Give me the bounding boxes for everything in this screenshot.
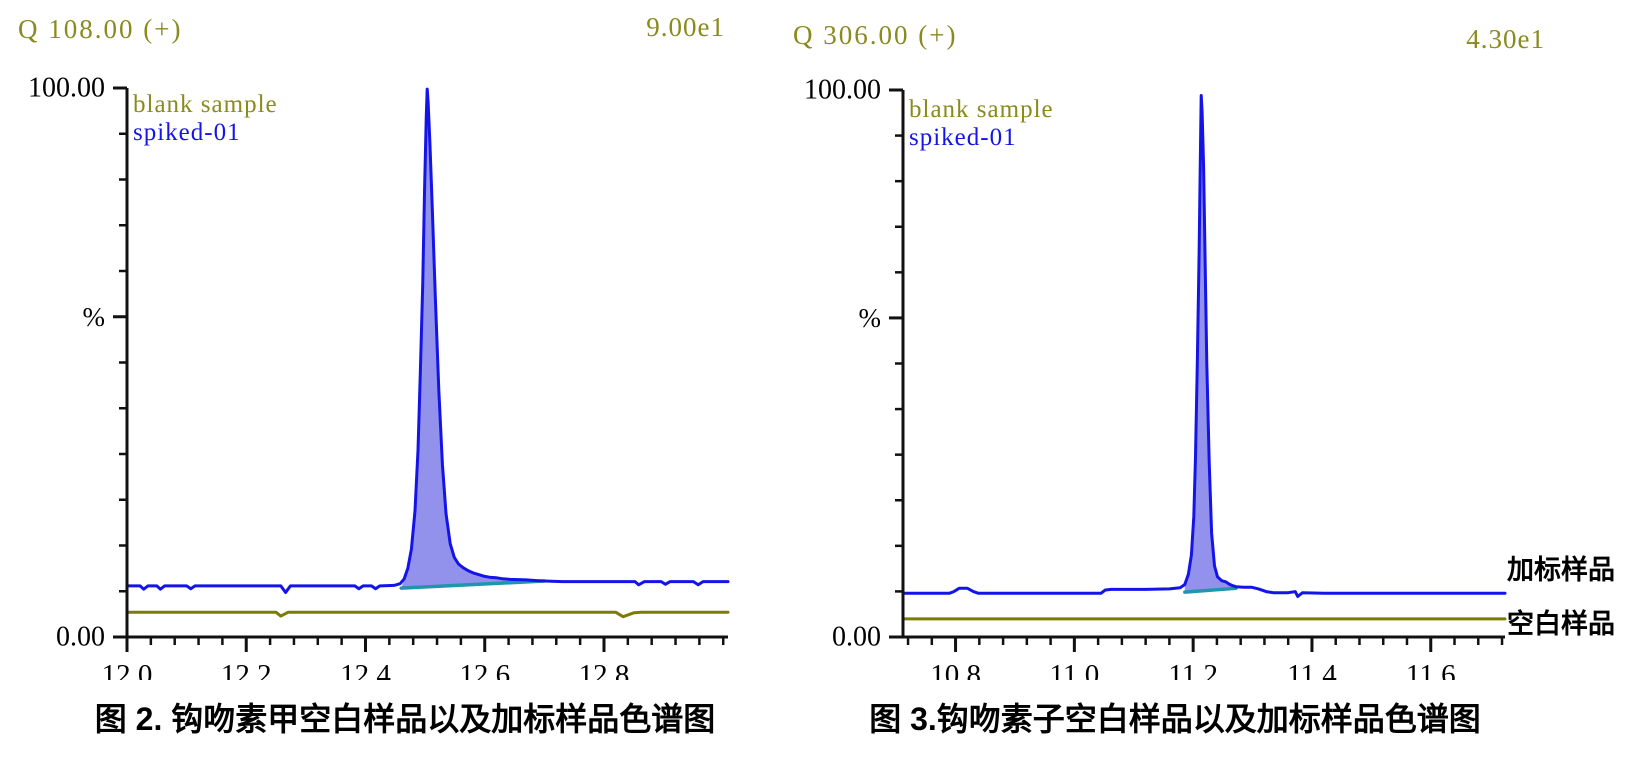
legend-left: blank sample spiked-01 <box>133 91 278 147</box>
x-tick-label: 11.4 <box>1287 659 1337 680</box>
x-tick-label: 12.2 <box>221 659 272 680</box>
x-tick-label: 11.6 <box>1406 659 1456 680</box>
series-blank-sample <box>125 610 730 619</box>
y-tick-label-top: 100.00 <box>28 73 105 104</box>
chromatogram-plot-left: 100.00% 0.00 12.0 12.2 12.4 12.6 12.8 <box>28 73 730 680</box>
integration-baseline <box>1183 586 1238 594</box>
y-axis-title: % <box>859 303 882 333</box>
x-tick-label: 12.6 <box>459 659 510 680</box>
peak-fill <box>1184 95 1236 593</box>
caption-figure-3: 图 3.钩吻素子空白样品以及加标样品色谱图 <box>869 701 1481 737</box>
peak-fill <box>401 89 545 589</box>
channel-label-left: Q 108.00 (+) <box>18 14 183 44</box>
y-tick-label-top: 100.00 <box>804 75 881 106</box>
chromatogram-plot-right: 100.00% 0.00 10.8 11.0 11.2 11.4 11.6 <box>804 75 1507 680</box>
x-tick-label: 12.8 <box>579 659 630 680</box>
x-tick-label: 12.0 <box>102 659 153 680</box>
channel-label-right: Q 306.00 (+) <box>793 20 958 50</box>
y-tick-label-bottom: 0.00 <box>832 622 881 653</box>
intensity-scale-left: 9.00e1 <box>646 12 725 42</box>
annotation-blank-sample: 空白样品 <box>1507 609 1615 639</box>
legend-right: blank sample spiked-01 <box>909 96 1054 152</box>
legend-item-spiked-01: spiked-01 <box>133 119 241 146</box>
series-spiked-01 <box>901 94 1507 598</box>
intensity-scale-right: 4.30e1 <box>1466 24 1545 54</box>
legend-item-blank-sample: blank sample <box>909 96 1054 123</box>
y-tick-label-bottom: 0.00 <box>56 622 105 653</box>
x-tick-label: 12.4 <box>340 659 391 680</box>
legend-item-spiked-01: spiked-01 <box>909 124 1017 151</box>
series-spiked-01 <box>125 87 730 594</box>
x-tick-label: 10.8 <box>930 659 981 680</box>
caption-figure-2: 图 2. 钩吻素甲空白样品以及加标样品色谱图 <box>94 701 716 737</box>
x-tick-label: 11.2 <box>1168 659 1218 680</box>
x-tick-label: 11.0 <box>1050 659 1100 680</box>
integration-baseline <box>399 579 547 590</box>
annotation-spiked-sample: 加标样品 <box>1507 555 1615 585</box>
y-axis-title: % <box>83 302 106 332</box>
legend-item-blank-sample: blank sample <box>133 91 278 118</box>
